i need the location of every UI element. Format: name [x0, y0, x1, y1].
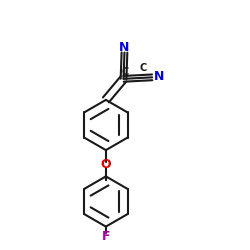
Text: N: N [154, 70, 164, 83]
Text: N: N [119, 41, 130, 54]
Text: F: F [102, 230, 110, 243]
Text: O: O [100, 158, 111, 171]
Text: C: C [140, 62, 147, 72]
Text: C: C [121, 67, 128, 77]
